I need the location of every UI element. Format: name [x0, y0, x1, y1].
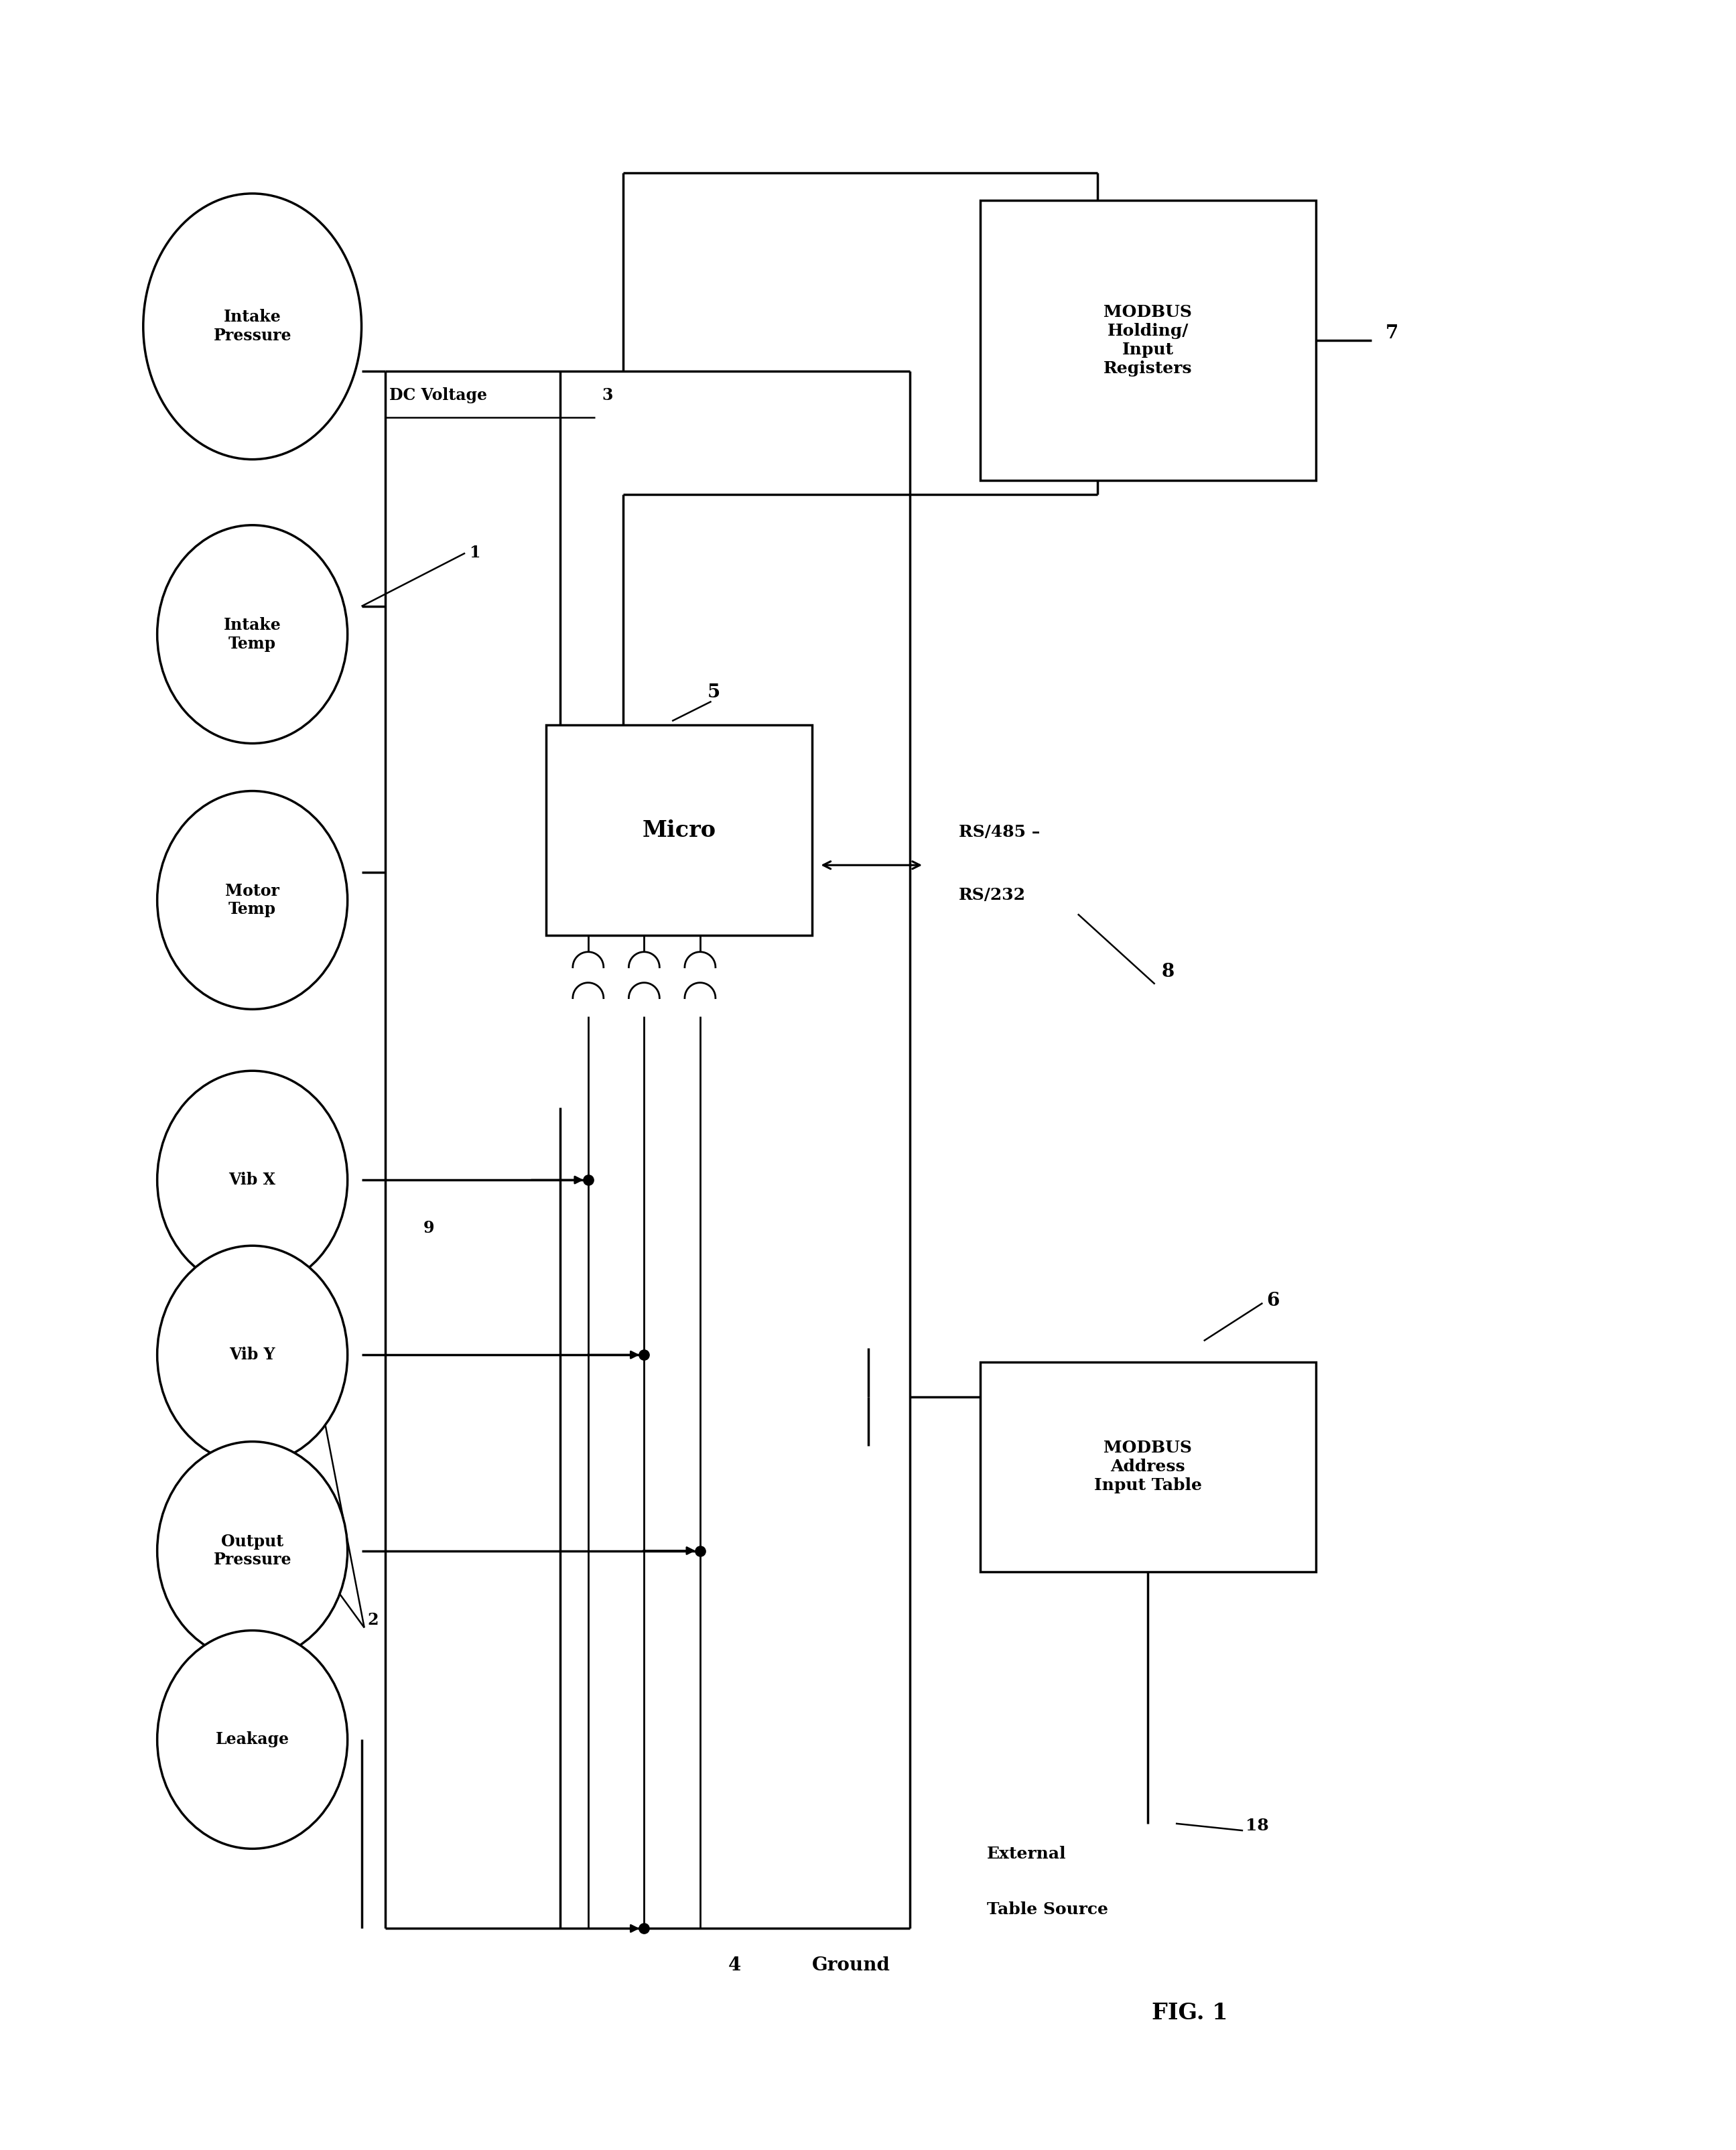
Text: RS/232: RS/232 — [958, 888, 1026, 903]
Text: 4: 4 — [727, 1956, 741, 1974]
Text: 18: 18 — [1246, 1817, 1269, 1834]
Text: 9: 9 — [424, 1221, 434, 1236]
Text: External: External — [988, 1847, 1066, 1862]
Ellipse shape — [142, 194, 361, 460]
Text: Ground: Ground — [812, 1956, 891, 1974]
FancyBboxPatch shape — [547, 725, 812, 935]
Text: Motor
Temp: Motor Temp — [226, 884, 279, 918]
Text: 5: 5 — [707, 684, 720, 701]
Ellipse shape — [158, 1071, 347, 1290]
Text: 6: 6 — [1267, 1292, 1279, 1309]
Text: 1: 1 — [469, 544, 481, 561]
Text: Vib Y: Vib Y — [229, 1346, 276, 1363]
Text: Micro: Micro — [642, 819, 715, 841]
Text: 2: 2 — [366, 1612, 378, 1628]
Ellipse shape — [158, 525, 347, 744]
Text: Leakage: Leakage — [215, 1731, 290, 1748]
FancyBboxPatch shape — [979, 200, 1316, 479]
Text: RS/485 –: RS/485 – — [958, 823, 1040, 841]
Text: DC Voltage: DC Voltage — [389, 387, 488, 404]
Text: Vib X: Vib X — [229, 1172, 276, 1189]
Text: MODBUS
Holding/
Input
Registers: MODBUS Holding/ Input Registers — [1104, 305, 1193, 376]
Text: 7: 7 — [1385, 325, 1399, 342]
Ellipse shape — [158, 1443, 347, 1660]
Ellipse shape — [158, 1630, 347, 1849]
Text: FIG. 1: FIG. 1 — [1151, 2002, 1227, 2023]
Text: Table Source: Table Source — [988, 1903, 1108, 1918]
Text: Intake
Temp: Intake Temp — [224, 617, 281, 651]
Ellipse shape — [158, 791, 347, 1008]
Text: MODBUS
Address
Input Table: MODBUS Address Input Table — [1094, 1441, 1201, 1494]
Text: Output
Pressure: Output Pressure — [214, 1533, 292, 1567]
Text: 8: 8 — [1161, 963, 1175, 980]
FancyBboxPatch shape — [979, 1361, 1316, 1572]
Ellipse shape — [158, 1245, 347, 1464]
Text: Intake
Pressure: Intake Pressure — [214, 310, 292, 344]
Text: 3: 3 — [602, 387, 613, 404]
